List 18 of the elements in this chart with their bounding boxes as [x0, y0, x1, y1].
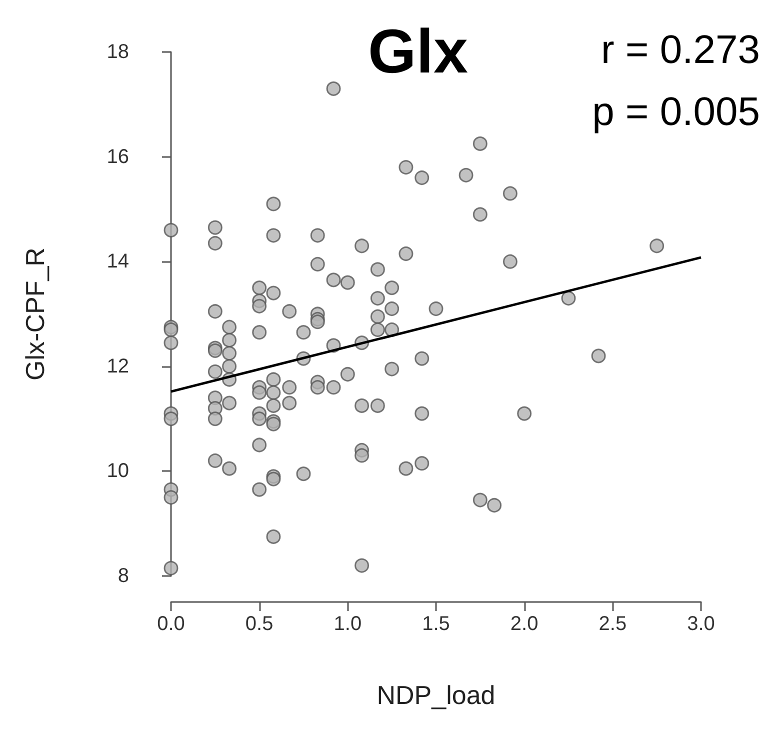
x-tick-label: 0.0: [157, 613, 185, 635]
y-tick-label: 8: [118, 565, 129, 587]
x-tick-label: 3.0: [687, 613, 715, 635]
x-tick-label: 2.0: [510, 613, 538, 635]
y-axis-title: Glx-CPF_R: [20, 248, 50, 380]
y-tick-label: 12: [106, 355, 129, 378]
chart-title: Glx: [368, 18, 468, 86]
y-tick-label: 14: [106, 250, 129, 273]
x-tick-label: 1.0: [334, 613, 362, 635]
y-tick-label: 18: [106, 41, 129, 63]
annotation: r = 0.273: [600, 28, 760, 72]
y-tick-label: 10: [106, 460, 129, 482]
x-tick-label: 2.5: [598, 613, 627, 635]
x-axis-title: NDP_load: [376, 680, 496, 710]
x-tick-label: 0.5: [245, 613, 274, 635]
annotation: p = 0.005: [592, 90, 760, 134]
x-tick-label: 1.5: [422, 613, 450, 635]
y-tick-label: 16: [106, 146, 129, 168]
